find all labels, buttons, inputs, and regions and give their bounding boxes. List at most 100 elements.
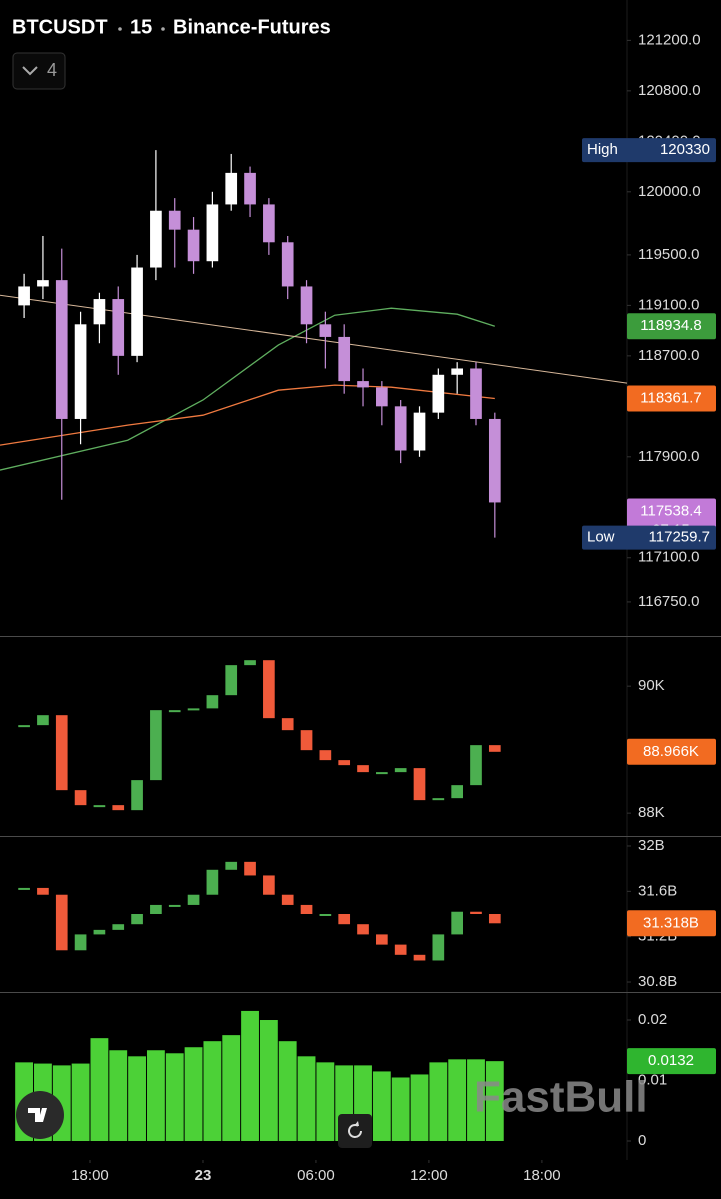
x-tick-label: 06:00 — [297, 1167, 335, 1184]
last-value-label: 31.318B — [643, 914, 699, 931]
x-tick-label: 18:00 — [71, 1167, 109, 1184]
y-tick-label: 90K — [638, 677, 665, 694]
candle-body — [319, 324, 332, 337]
candle-body — [131, 780, 143, 811]
candle-body — [263, 875, 275, 895]
candle-body — [413, 768, 426, 801]
candle-body — [451, 785, 464, 799]
candle-body — [187, 894, 200, 905]
candle-body — [225, 861, 238, 870]
bar — [297, 1056, 316, 1142]
candle-body — [244, 660, 256, 666]
candle-body — [281, 894, 294, 905]
reset-button[interactable] — [338, 1114, 372, 1148]
bar — [410, 1074, 429, 1142]
candle-body — [413, 954, 426, 961]
extreme-box — [582, 525, 716, 550]
candle-body — [131, 267, 143, 356]
y-tick-label: 118700.0 — [638, 347, 699, 364]
pane: 0.02 0.01 0 18:00 23 06:00 12:00 18:00 — [15, 1010, 667, 1184]
bar — [316, 1062, 335, 1142]
last-value-box — [627, 910, 716, 937]
candle-body — [451, 911, 464, 935]
candle-body — [376, 934, 388, 945]
bar — [485, 1061, 504, 1142]
candle-body — [168, 904, 181, 907]
candle-body — [432, 374, 445, 413]
watermark: FastBull — [474, 1073, 648, 1122]
last-value-box — [627, 1048, 716, 1075]
candle-body — [432, 934, 445, 961]
candle-body — [55, 280, 68, 419]
bar — [71, 1063, 90, 1142]
candle-body — [112, 924, 125, 930]
bar — [448, 1059, 467, 1142]
y-tick-label: 119100.0 — [638, 296, 699, 313]
candle-body — [112, 299, 125, 356]
last-value-label: 88.966K — [643, 743, 699, 760]
exchange[interactable]: Binance-Futures — [173, 16, 331, 38]
extreme-tag: Low — [587, 529, 615, 546]
candle-body — [37, 280, 49, 287]
candle-body — [488, 745, 501, 752]
bar — [467, 1059, 485, 1142]
candle-body — [206, 204, 219, 262]
candle-body — [206, 695, 219, 709]
candle-body — [37, 715, 49, 726]
candle-body — [244, 172, 256, 205]
candle-body — [18, 725, 30, 728]
indicator-toggle[interactable] — [12, 52, 66, 90]
candle-body — [74, 790, 87, 806]
candle-body — [263, 660, 275, 719]
bar — [259, 1020, 278, 1142]
candle-body — [319, 914, 332, 916]
candle-body — [413, 412, 426, 451]
candle-body — [93, 929, 106, 935]
header-bg — [4, 10, 342, 46]
candle-body — [37, 887, 49, 895]
candle-body — [488, 418, 501, 503]
candle-body — [338, 336, 351, 382]
last-value-label: 118361.7 — [640, 390, 701, 407]
last-value-label: 117538.4 — [640, 502, 701, 519]
candle-body — [187, 229, 200, 262]
bar — [128, 1056, 146, 1142]
extreme-box — [582, 138, 716, 163]
y-tick-label: 31.6B — [638, 882, 677, 899]
candle-body — [263, 204, 275, 243]
interval[interactable]: 15 — [130, 16, 152, 38]
candle-body — [394, 406, 407, 451]
y-tick-label: 119500.0 — [638, 246, 699, 263]
extreme-value: 120330 — [660, 141, 710, 158]
bar — [222, 1035, 241, 1142]
x-tick-label: 18:00 — [523, 1167, 561, 1184]
reset-icon — [348, 1124, 362, 1138]
last-value-box — [627, 313, 716, 340]
candle-body — [394, 768, 407, 773]
bar — [372, 1071, 391, 1142]
candle-body — [225, 172, 238, 205]
y-tick-label: 0.02 — [638, 1011, 667, 1028]
candle-body — [470, 911, 482, 914]
bar — [90, 1038, 109, 1142]
indicator-count: 4 — [47, 60, 57, 80]
candle-body — [376, 387, 388, 407]
candle-body — [93, 805, 106, 808]
bar — [146, 1050, 165, 1142]
candle-body — [55, 894, 68, 951]
candle-body — [281, 718, 294, 731]
candle-body — [74, 934, 87, 951]
candle-body — [300, 904, 313, 914]
y-tick-label: 116750.0 — [638, 593, 699, 610]
tv-logo — [28, 1108, 47, 1122]
extreme-tag: High — [587, 141, 618, 158]
candle-body — [432, 798, 445, 801]
candle-body — [338, 914, 351, 925]
bar — [109, 1050, 128, 1142]
symbol[interactable]: BTCUSDT — [12, 16, 108, 38]
separator-dot — [161, 27, 165, 31]
candle-body — [357, 924, 369, 935]
candle-body — [150, 904, 162, 914]
